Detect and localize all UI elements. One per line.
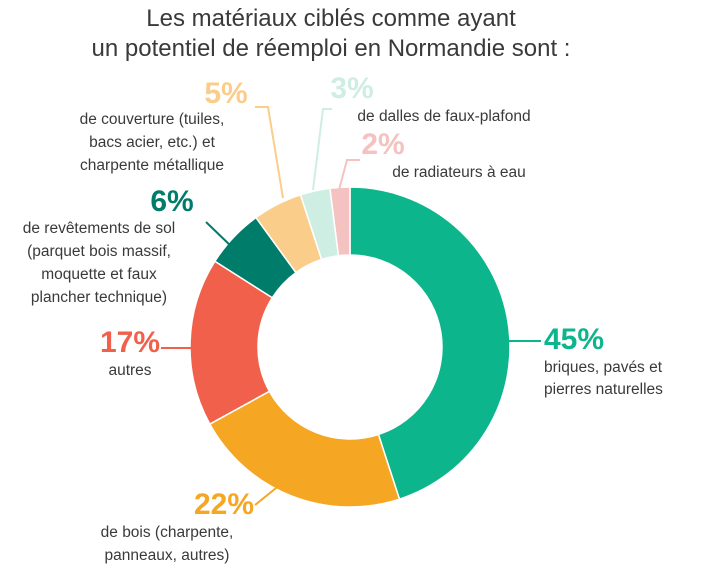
slice-percent: 3% [330,72,373,105]
slice-label: de dalles de faux-plafond [357,108,530,125]
slice-label: briques, pavés et [544,359,663,376]
slice-percent: 17% [100,326,160,359]
slice-label: panneaux, autres) [105,547,230,564]
slice-label: charpente métallique [80,157,224,174]
donut-slice [329,186,351,257]
slice-label: (parquet bois massif, [27,243,171,260]
chart-title-line: Les matériaux ciblés comme ayant [146,5,516,32]
chart-title: Les matériaux ciblés comme ayant un poten… [92,5,571,62]
slice-label: plancher technique) [31,289,167,306]
slice-percent: 2% [361,128,404,161]
slice-label: moquette et faux [41,266,157,283]
leader-line [205,221,234,249]
slice-label: de radiateurs à eau [392,164,526,181]
slice-label: pierres naturelles [544,381,663,398]
chart-title-line: un potentiel de réemploi en Normandie so… [92,35,571,62]
slice-percent: 5% [204,77,247,110]
slice-percent: 45% [544,323,604,356]
slice-label: bacs acier, etc.) et [89,134,215,151]
slice-label: de revêtements de sol [23,220,176,237]
leader-line [254,479,287,506]
donut-slices [189,186,511,508]
leader-line [255,106,284,199]
leader-lines [161,106,541,506]
slice-label: autres [108,362,151,379]
slice-percent: 22% [194,488,254,521]
slice-labels: 45% briques, pavés et pierres naturelles 22… [23,72,663,564]
donut-slice [208,390,401,508]
slice-label: de bois (charpente, [101,524,234,541]
donut-slice [349,186,511,501]
slice-percent: 6% [150,185,193,218]
leader-line [312,108,332,191]
leader-line [338,159,360,191]
slice-label: de couverture (tuiles, [80,111,225,128]
